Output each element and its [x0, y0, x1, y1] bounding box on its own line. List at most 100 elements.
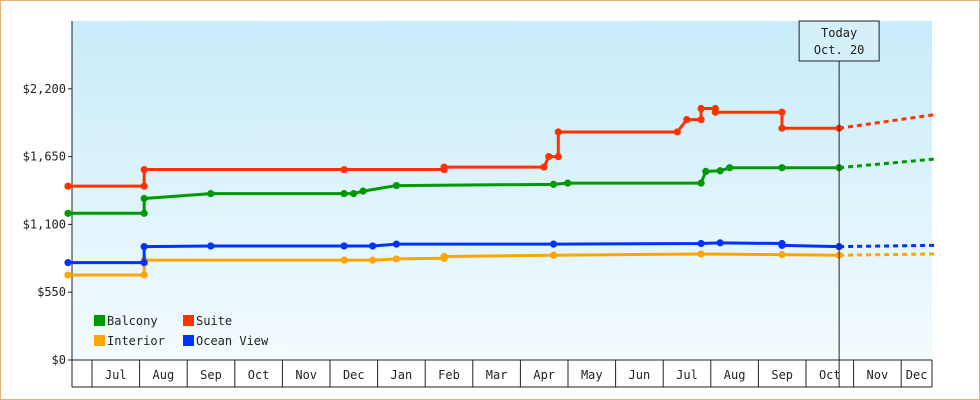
x-tick-label: Mar [486, 368, 508, 382]
legend-swatch [94, 335, 105, 346]
data-point [716, 239, 724, 247]
data-point [549, 251, 558, 259]
x-axis-band: Jul Aug Sep Oct Nov Dec Jan Feb Mar Apr May Jun Jul A… [72, 359, 933, 388]
legend: Balcony Suite Interior Ocean View [94, 314, 269, 348]
legend-label: Interior [107, 334, 165, 348]
data-point [778, 164, 786, 172]
legend-swatch [183, 335, 194, 346]
legend-item: Interior [94, 334, 165, 348]
data-point [140, 271, 148, 279]
forecast-line [839, 252, 935, 257]
y-axis: $0 $550 $1,100 $1,650 $2,200 [23, 21, 73, 387]
data-point [778, 108, 786, 116]
data-point [340, 242, 348, 250]
legend-item: Ocean View [183, 334, 269, 348]
x-tick-label: Jul [676, 368, 698, 382]
data-point [554, 153, 562, 161]
data-point [554, 128, 562, 136]
legend-label: Suite [196, 314, 232, 328]
x-tick-label: Jan [391, 368, 413, 382]
x-tick-label: Nov [295, 368, 317, 382]
x-tick-label: Sep [200, 368, 222, 382]
today-marker: Today Oct. 20 [798, 20, 880, 387]
forecast-line [838, 157, 935, 170]
data-point [702, 167, 710, 175]
data-point [207, 189, 215, 198]
legend-swatch [183, 315, 194, 326]
x-tick-label: Feb [438, 368, 460, 382]
y-tick-label: $1,100 [23, 217, 66, 231]
legend-item: Balcony [94, 314, 158, 328]
data-point [359, 187, 367, 195]
series-ocean-view [64, 239, 935, 267]
data-point [392, 181, 401, 190]
x-tick-label: Jun [629, 368, 651, 382]
data-point [369, 256, 377, 264]
data-point [549, 240, 558, 248]
x-tick-label: Aug [724, 368, 746, 382]
data-point [778, 241, 786, 249]
today-date: Oct. 20 [814, 43, 865, 57]
data-point [64, 271, 72, 279]
plot-area [72, 21, 932, 360]
data-point [540, 163, 548, 171]
data-point [778, 124, 786, 132]
series-balcony [64, 157, 935, 217]
data-point [697, 250, 705, 258]
series-line [68, 166, 840, 215]
x-tick-label: Oct [248, 368, 270, 382]
data-point [545, 153, 553, 161]
data-point [726, 164, 734, 172]
forecast-line [838, 113, 935, 130]
legend-swatch [94, 315, 105, 326]
series-layer [64, 104, 935, 279]
data-point [140, 194, 148, 203]
y-tick-label: $1,650 [23, 150, 66, 164]
data-point [340, 256, 348, 264]
data-point [711, 108, 719, 116]
data-point [440, 163, 448, 171]
x-tick-label: Aug [153, 368, 175, 382]
data-point [697, 104, 705, 113]
x-tick-label: Apr [533, 368, 555, 382]
data-point [673, 128, 681, 136]
x-tick-label: Dec [343, 368, 365, 382]
y-tick-label: $2,200 [23, 82, 66, 96]
legend-label: Ocean View [196, 334, 269, 348]
x-tick-label: Jul [105, 368, 127, 382]
today-label: Today [821, 26, 857, 40]
data-point [369, 242, 377, 250]
y-tick-label: $550 [37, 285, 66, 299]
data-point [140, 182, 148, 190]
data-point [207, 242, 215, 250]
legend-item: Suite [183, 314, 232, 328]
today-box [798, 20, 880, 62]
legend-label: Balcony [107, 314, 158, 328]
data-point [340, 189, 348, 198]
data-point [440, 252, 448, 261]
data-point [392, 240, 401, 248]
data-point [697, 116, 705, 124]
data-point [778, 251, 786, 259]
data-point [697, 179, 705, 187]
data-point [549, 180, 558, 188]
data-point [64, 259, 72, 267]
data-point [140, 165, 148, 174]
x-tick-label: Oct [819, 368, 841, 382]
data-point [140, 259, 148, 267]
y-tick-label: $0 [52, 353, 66, 367]
data-point [564, 179, 572, 187]
x-tick-label: May [581, 368, 603, 382]
data-point [350, 189, 358, 198]
x-tick-label: Sep [771, 368, 793, 382]
forecast-line [839, 243, 935, 249]
data-point [64, 182, 72, 190]
data-point [716, 167, 724, 175]
data-point [697, 239, 705, 248]
data-point [64, 209, 72, 217]
data-point [140, 209, 148, 217]
x-tick-label: Dec [906, 368, 928, 382]
series-suite [64, 104, 935, 190]
